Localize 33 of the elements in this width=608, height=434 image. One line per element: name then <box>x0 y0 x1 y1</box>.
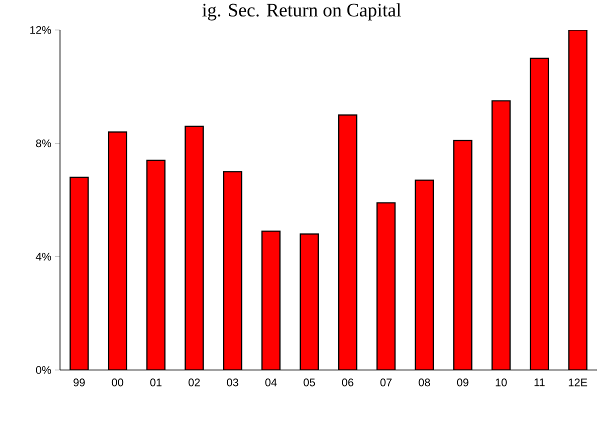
bar <box>338 114 358 370</box>
bar <box>146 160 166 370</box>
y-tick-label: 4% <box>36 252 52 261</box>
bar <box>70 176 89 370</box>
bar <box>414 180 434 370</box>
x-tick-label: 07 <box>380 378 392 386</box>
y-tick-label: 0% <box>36 366 52 374</box>
bar <box>223 171 242 370</box>
bar <box>453 140 472 370</box>
x-tick-label: 09 <box>457 378 468 386</box>
bar <box>300 233 319 370</box>
x-tick-label: 06 <box>342 378 354 386</box>
x-tick-label: 05 <box>304 378 315 386</box>
x-tick-label: 08 <box>418 378 430 386</box>
bar <box>108 131 128 370</box>
bar <box>492 100 511 370</box>
x-tick-label: 01 <box>150 378 162 386</box>
x-tick-label: 04 <box>265 378 277 386</box>
x-tick-label: 00 <box>112 378 124 386</box>
x-tick-label: 02 <box>188 378 200 386</box>
x-tick-label: 10 <box>496 378 507 386</box>
bar <box>376 202 396 370</box>
bar <box>261 230 281 370</box>
x-tick-label: 12E <box>568 378 588 386</box>
y-tick-label: 12% <box>30 26 52 34</box>
bar <box>530 58 550 370</box>
x-tick-label: 11 <box>534 378 545 386</box>
x-tick-label: 99 <box>74 378 85 386</box>
x-tick-label: 03 <box>226 378 238 386</box>
bar <box>184 126 204 370</box>
chart-title: ig. Sec. Return on Capital <box>202 3 402 20</box>
y-tick-label: 8% <box>36 139 52 148</box>
bar <box>568 30 588 370</box>
